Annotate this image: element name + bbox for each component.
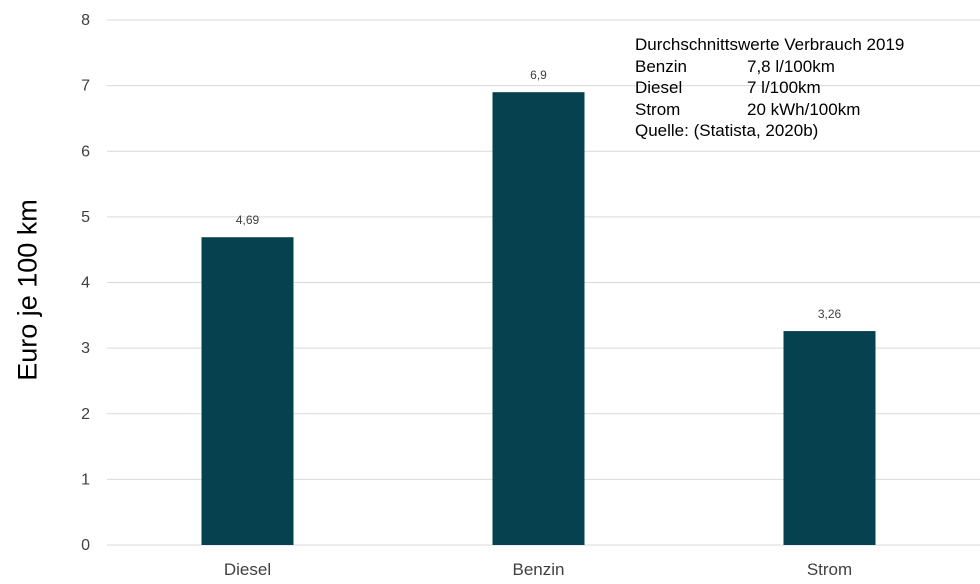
y-tick-label: 6 (81, 143, 90, 160)
bar-diesel (201, 237, 294, 545)
y-tick-label: 5 (81, 209, 90, 226)
annotation-source: Quelle: (Statista, 2020b) (635, 121, 819, 140)
annotation-row-diesel: Diesel 7 l/100km (635, 77, 904, 99)
bar-benzin (492, 92, 585, 545)
annotation-key: Strom (635, 99, 681, 119)
y-tick-label: 8 (81, 12, 90, 29)
annotation-key: Diesel (635, 78, 683, 97)
annotation-row-strom: Strom 20 kWh/100km (635, 99, 904, 121)
bar-strom (783, 331, 876, 545)
x-tick-label: Strom (807, 560, 852, 579)
annotation-box: Durchschnittswerte Verbrauch 2019 Benzin… (635, 34, 904, 142)
y-tick-label: 2 (81, 406, 90, 423)
annotation-value: 20 kWh/100km (747, 99, 861, 119)
annotation-value: 7 l/100km (747, 78, 821, 97)
y-tick-label: 1 (81, 471, 90, 488)
annotation-row-benzin: Benzin 7,8 l/100km (635, 56, 904, 78)
annotation-title: Durchschnittswerte Verbrauch 2019 (635, 35, 905, 54)
data-label: 4,69 (236, 213, 260, 227)
y-tick-label: 4 (81, 275, 90, 292)
y-axis-label: Euro je 100 km (12, 199, 43, 381)
x-tick-label: Diesel (224, 560, 271, 579)
y-tick-label: 3 (81, 340, 90, 357)
annotation-key: Benzin (635, 56, 687, 76)
data-label: 6,9 (530, 68, 547, 82)
y-tick-label: 7 (81, 78, 90, 95)
x-tick-label: Benzin (513, 560, 565, 579)
data-label: 3,26 (818, 307, 842, 321)
annotation-value: 7,8 l/100km (747, 56, 835, 76)
y-tick-label: 0 (81, 537, 90, 554)
